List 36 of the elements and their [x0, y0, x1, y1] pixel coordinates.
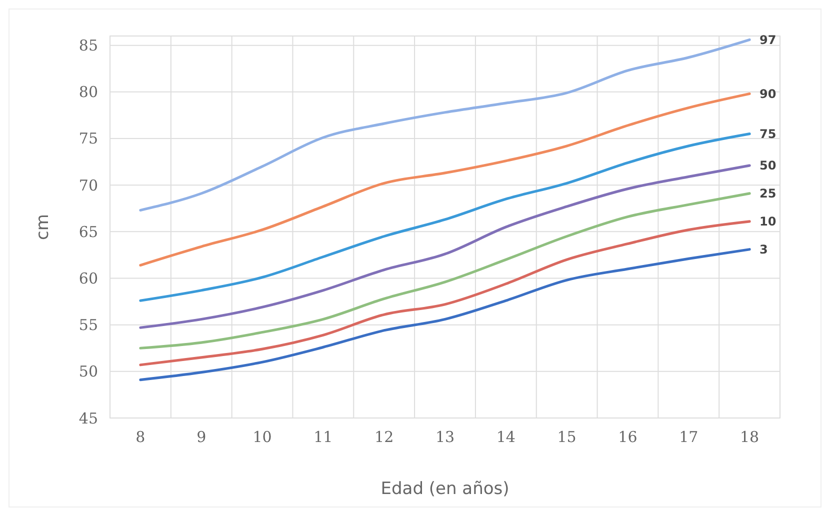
line-series: [139, 38, 751, 212]
x-tick-label: 15: [557, 428, 576, 446]
line-series: [139, 192, 751, 350]
x-tick-label: 11: [314, 428, 333, 446]
y-axis-title: cm: [33, 214, 53, 240]
line-series: [139, 248, 751, 382]
x-tick-label: 10: [252, 428, 272, 446]
series-label: 10: [760, 214, 776, 229]
line-series: [139, 92, 751, 266]
x-axis-title: Edad (en años): [380, 479, 510, 499]
y-tick-label: 45: [78, 409, 98, 428]
y-tick-label: 55: [78, 316, 98, 334]
y-tick-label: 70: [78, 176, 98, 194]
series-label: 75: [760, 127, 776, 142]
x-tick-label: 8: [136, 428, 146, 446]
line-series: [139, 220, 751, 366]
series-label: 50: [760, 158, 776, 173]
series-label: 25: [760, 186, 776, 201]
line-series: [139, 164, 751, 329]
series-label: 97: [760, 32, 776, 47]
y-tick-label: 60: [78, 269, 98, 288]
line-series: [139, 132, 751, 302]
x-tick-label: 16: [618, 428, 638, 446]
x-tick-label: 13: [435, 428, 455, 446]
series-label: 3: [760, 242, 768, 257]
x-tick-label: 9: [196, 428, 206, 446]
y-tick-label: 85: [78, 36, 98, 55]
y-tick-label: 80: [78, 83, 98, 102]
y-tick-label: 50: [78, 362, 98, 381]
x-tick-label: 12: [374, 428, 394, 446]
y-tick-label: 75: [78, 130, 98, 148]
x-tick-label: 17: [679, 428, 698, 446]
x-tick-label: 18: [740, 428, 760, 446]
x-tick-label: 14: [496, 428, 516, 446]
y-tick-label: 65: [78, 222, 98, 241]
series-label: 90: [760, 86, 776, 101]
